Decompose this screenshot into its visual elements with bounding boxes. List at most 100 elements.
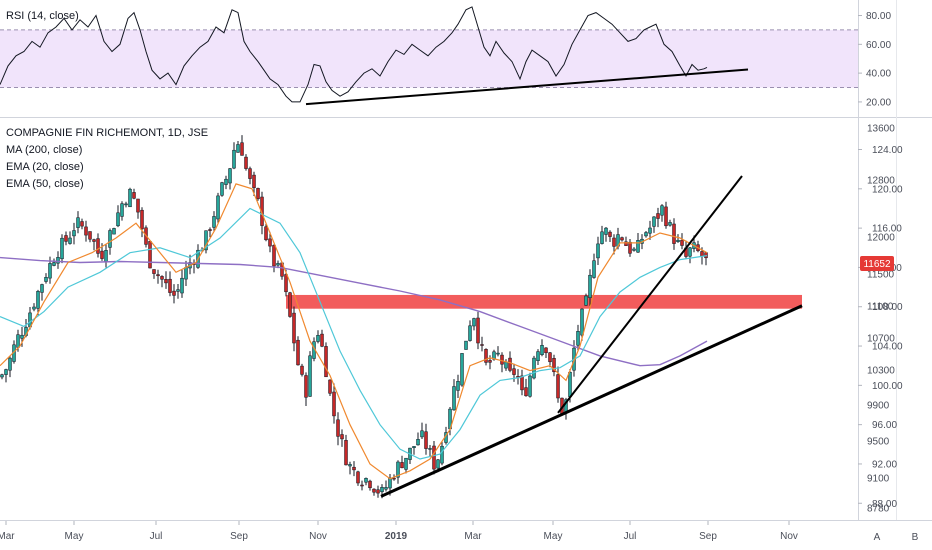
candle	[524, 378, 528, 397]
log-scale-button-label: B	[912, 532, 919, 543]
candle	[592, 253, 596, 279]
time-tick-label: Jul	[150, 531, 163, 542]
ema20-line	[0, 183, 708, 480]
candle	[308, 351, 312, 397]
candle	[164, 271, 168, 289]
candle	[0, 373, 4, 380]
candle	[396, 460, 400, 484]
candle	[224, 175, 228, 190]
candle	[344, 434, 348, 466]
candle	[400, 455, 404, 469]
candle	[532, 355, 536, 380]
candle	[612, 234, 616, 255]
price-tick-label-right: 124.00	[872, 145, 903, 156]
candle	[340, 429, 344, 447]
time-tick-label: May	[65, 531, 84, 542]
candle	[112, 227, 116, 235]
candle	[176, 284, 180, 299]
price-tick-label-right: 92.00	[872, 459, 897, 470]
candle	[160, 275, 164, 288]
candle	[384, 480, 388, 492]
candle	[52, 258, 56, 267]
candle	[236, 141, 240, 153]
candle	[688, 247, 692, 264]
rsi-tick-label: 40.00	[866, 69, 891, 80]
time-tick-label: Sep	[699, 531, 717, 542]
time-tick-label: 2019	[385, 531, 408, 542]
price-axis-left: 13600 12800 12000 11500 11100 10700 10300 9900 9…	[867, 124, 895, 515]
price-tick-label-right: 104.00	[872, 342, 903, 353]
candle	[656, 207, 660, 228]
candle	[348, 461, 352, 475]
candle	[624, 236, 628, 246]
candle	[680, 233, 684, 250]
candle	[520, 369, 524, 396]
lower-trendline[interactable]	[380, 304, 803, 498]
candle	[600, 225, 604, 245]
candle	[320, 329, 324, 348]
legend-ema50[interactable]: EMA (50, close)	[6, 178, 84, 190]
last-price-badge-text: 11652	[863, 259, 891, 270]
last-price-badge: 11652	[860, 255, 894, 271]
candle	[4, 368, 8, 383]
rsi-label: RSI (14, close)	[6, 10, 79, 22]
candle	[576, 324, 580, 352]
candle	[68, 231, 72, 245]
candle	[88, 231, 92, 243]
candle	[228, 168, 232, 190]
auto-scale-button[interactable]	[868, 528, 886, 544]
resistance-zone[interactable]	[286, 294, 802, 309]
candle	[140, 207, 144, 238]
candle	[116, 205, 120, 228]
candle	[508, 351, 512, 373]
candle	[40, 283, 44, 301]
candle	[44, 273, 48, 284]
chart-title: COMPAGNIE FIN RICHEMONT, 1D, JSE	[6, 127, 208, 139]
candle	[204, 230, 208, 254]
candle	[356, 470, 360, 486]
candle	[516, 369, 520, 385]
candle	[120, 201, 124, 221]
upper-trendline[interactable]	[557, 175, 743, 414]
candle	[184, 260, 188, 286]
candle	[472, 317, 476, 331]
candle	[92, 238, 96, 251]
candle	[428, 445, 432, 457]
candle	[408, 447, 412, 464]
candle	[316, 330, 320, 344]
rsi-tick-label: 80.00	[866, 11, 891, 22]
candle	[96, 233, 100, 258]
candle	[56, 251, 60, 269]
candle	[432, 441, 436, 475]
log-scale-button[interactable]	[906, 528, 924, 544]
candle	[128, 187, 132, 208]
candle	[480, 336, 484, 352]
rsi-trendline[interactable]	[305, 68, 749, 106]
candle	[376, 485, 380, 498]
legend-ema20[interactable]: EMA (20, close)	[6, 161, 84, 173]
candle	[652, 216, 656, 233]
ema50-line	[0, 207, 708, 460]
price-tick-label-left: 10700	[867, 334, 895, 345]
candle	[332, 383, 336, 424]
candle	[648, 220, 652, 240]
candle	[208, 227, 212, 238]
candle	[352, 461, 356, 477]
candle	[272, 244, 276, 273]
price-tick-label-left: 9900	[867, 401, 890, 412]
candle	[540, 339, 544, 357]
candle	[292, 306, 296, 352]
candle	[664, 201, 668, 229]
legend-ma200[interactable]: MA (200, close)	[6, 144, 82, 156]
candle	[328, 379, 332, 396]
candle	[456, 374, 460, 398]
candle	[360, 480, 364, 491]
candle	[180, 269, 184, 298]
rsi-tick-label: 60.00	[866, 40, 891, 51]
rsi-line	[0, 6, 708, 103]
price-tick-label-left: 9500	[867, 437, 890, 448]
candle	[484, 348, 488, 366]
candle	[156, 269, 160, 284]
axis-buttons: A B	[868, 528, 924, 544]
